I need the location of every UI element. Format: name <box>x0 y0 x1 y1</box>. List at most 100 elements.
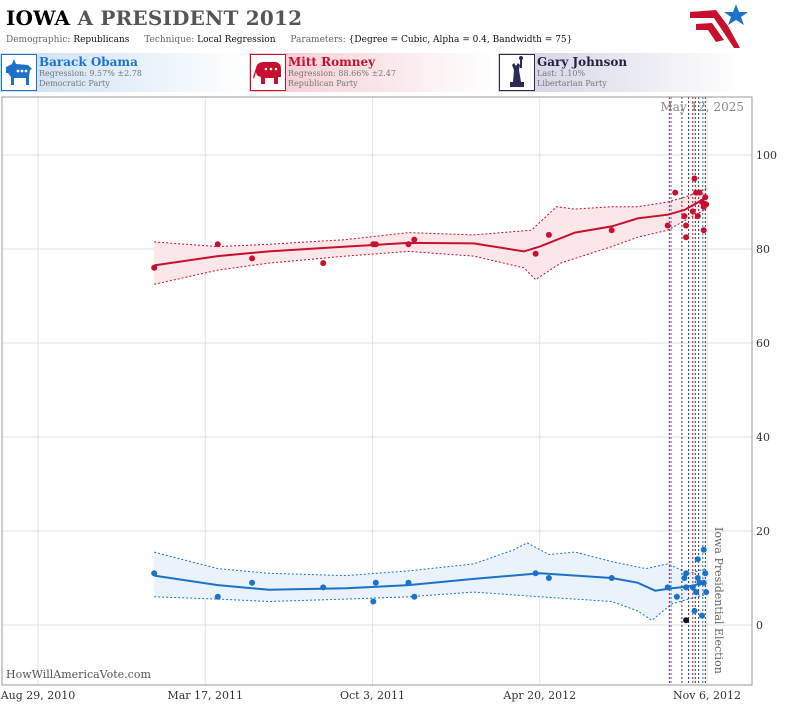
trend-line <box>154 196 707 267</box>
data-point <box>151 570 158 577</box>
plot-frame <box>1 96 753 686</box>
data-point <box>664 584 671 591</box>
trend-lines <box>154 196 707 592</box>
parameters-line: Demographic: Republicans Technique: Loca… <box>6 35 584 45</box>
confidence-bands <box>154 187 707 621</box>
y-tick-label: 0 <box>756 619 763 632</box>
data-point <box>608 575 615 581</box>
data-point <box>693 589 700 596</box>
technique-label: Technique: <box>144 35 195 45</box>
data-point <box>411 593 418 600</box>
candidate-name: Barack Obama <box>39 55 138 69</box>
band-lower-line <box>154 591 707 621</box>
candidate-party: Democratic Party <box>39 79 110 88</box>
data-point <box>694 556 701 563</box>
y-tick-label: 80 <box>756 243 770 256</box>
data-point <box>370 598 377 605</box>
data-point <box>672 189 679 196</box>
data-point <box>683 617 690 624</box>
data-point <box>405 241 412 248</box>
data-point <box>664 222 671 229</box>
data-point <box>608 227 615 234</box>
poll-points <box>151 175 710 624</box>
data-point <box>696 189 703 196</box>
trend-line <box>154 572 707 592</box>
data-point <box>683 222 690 229</box>
data-point <box>372 579 379 586</box>
technique-value: Local Regression <box>197 35 276 45</box>
data-point <box>699 612 705 619</box>
data-point <box>691 175 698 182</box>
demographic-value: Republicans <box>73 35 130 45</box>
poll-chart: 0 20 40 60 80 100 Aug 29, 2010 Mar 17, 2011 Oct … <box>0 96 777 702</box>
parameters-label: Parameters: <box>290 35 346 45</box>
statue-of-liberty-icon <box>499 54 535 91</box>
data-point <box>214 241 221 248</box>
data-point <box>703 589 710 596</box>
candidate-stat: Regression: 9.57% ±2.78 <box>39 69 142 78</box>
band-upper-line <box>154 542 707 577</box>
candidate-card-obama: Barack Obama Regression: 9.57% ±2.78 Dem… <box>0 53 245 92</box>
band-upper-line <box>154 187 707 248</box>
y-tick-label: 20 <box>756 525 770 538</box>
x-tick-label: Aug 29, 2010 <box>0 689 75 702</box>
data-point <box>411 236 418 243</box>
parameters-value: {Degree = Cubic, Alpha = 0.4, Bandwidth … <box>348 35 573 45</box>
candidate-card-johnson: Gary Johnson Last: 1.10% Libertarian Par… <box>498 53 743 92</box>
x-tick-label: Nov 6, 2012 <box>673 689 741 702</box>
data-point <box>545 231 552 238</box>
data-point <box>249 579 256 586</box>
candidate-stat: Last: 1.10% <box>537 69 586 78</box>
y-tick-label: 60 <box>756 337 770 350</box>
confidence-band <box>154 542 707 621</box>
data-point <box>214 593 221 600</box>
x-tick-label: Apr 20, 2012 <box>502 689 576 702</box>
data-point <box>694 213 701 220</box>
data-point <box>689 208 696 215</box>
donkey-icon <box>1 54 37 91</box>
data-point <box>320 260 327 267</box>
data-point <box>372 241 379 248</box>
data-point <box>151 264 158 271</box>
candidate-stat: Regression: 88.66% ±2.47 <box>288 69 396 78</box>
data-point <box>545 575 552 581</box>
x-tick-label: Mar 17, 2011 <box>167 689 243 702</box>
data-point <box>683 570 690 577</box>
data-point <box>696 579 703 586</box>
data-point <box>532 250 539 257</box>
data-point <box>700 579 707 586</box>
data-point <box>689 584 696 591</box>
data-point <box>702 194 709 201</box>
watermark: HowWillAmericaVote.com <box>6 668 151 681</box>
candidate-card-romney: Mitt Romney Regression: 88.66% ±2.47 Rep… <box>249 53 494 92</box>
elephant-icon <box>250 54 286 91</box>
y-tick-label: 40 <box>756 431 770 444</box>
data-point <box>694 575 701 581</box>
confidence-band <box>154 187 707 285</box>
data-point <box>673 593 680 600</box>
title-rest: A PRESIDENT 2012 <box>77 6 303 30</box>
y-tick-label: 100 <box>756 149 777 162</box>
data-point <box>703 201 710 208</box>
page-title: IOWA A PRESIDENT 2012 <box>6 6 302 30</box>
title-state: IOWA <box>6 6 71 30</box>
data-point <box>532 570 539 577</box>
data-point <box>681 213 688 220</box>
candidate-name: Mitt Romney <box>288 55 376 69</box>
data-point <box>405 579 412 586</box>
header: IOWA A PRESIDENT 2012 Demographic: Repub… <box>0 0 789 52</box>
candidate-party: Republican Party <box>288 79 358 88</box>
data-point <box>320 584 327 591</box>
candidate-party: Libertarian Party <box>537 79 607 88</box>
data-point <box>700 546 707 553</box>
current-date-label: May 12, 2025 <box>661 100 744 114</box>
data-point <box>683 234 690 241</box>
data-point <box>249 255 256 262</box>
candidate-name: Gary Johnson <box>537 55 628 69</box>
data-point <box>702 570 709 577</box>
data-point <box>700 227 707 234</box>
demographic-label: Demographic: <box>6 35 71 45</box>
band-lower-line <box>154 208 707 285</box>
election-event-label: Iowa Presidential Election <box>712 527 725 674</box>
data-point <box>691 607 698 614</box>
